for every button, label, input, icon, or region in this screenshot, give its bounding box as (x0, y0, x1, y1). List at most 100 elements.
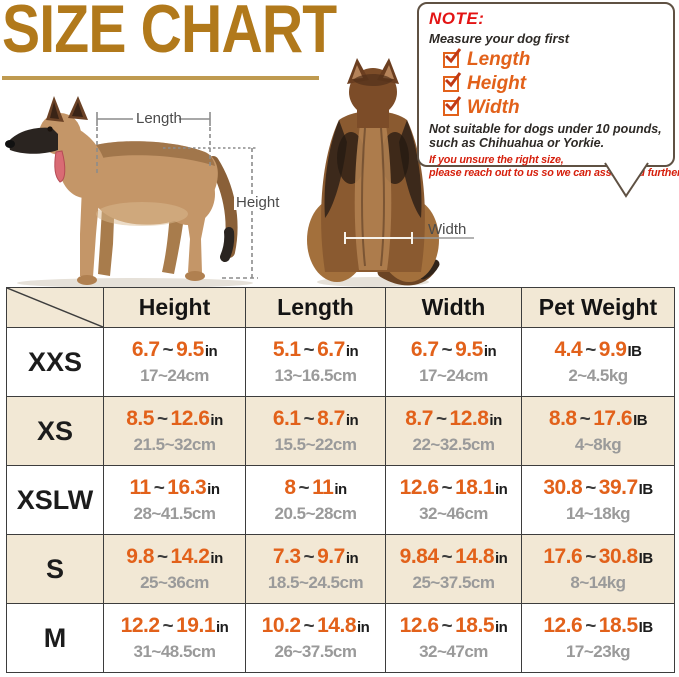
checklist-item-height: Height (443, 72, 667, 96)
size-cell: 30.8 ~39.7IB 14~18kg (521, 465, 675, 535)
metric-range: 17~24cm (140, 366, 209, 385)
note-bubble: NOTE: Measure your dog first Length Heig… (417, 2, 679, 179)
metric-range: 14~18kg (565, 504, 631, 523)
range-separator: ~ (303, 340, 315, 361)
metric-range: 28~41.5cm (133, 504, 217, 523)
metric-range: 8~14kg (570, 573, 626, 592)
metric-range: 31~48.5cm (133, 642, 217, 661)
metric-range: 25~37.5cm (412, 573, 496, 592)
range-separator: ~ (303, 616, 315, 637)
diagonal-line (7, 288, 103, 327)
imperial-min: 9.8 (126, 545, 154, 568)
size-label: M (6, 603, 104, 673)
range-separator: ~ (435, 409, 447, 430)
column-header-pet-weight: Pet Weight (521, 287, 675, 328)
size-cell: 6.1 ~8.7in 15.5~22cm (245, 396, 386, 466)
size-cell: 12.6 ~18.1in 32~46cm (385, 465, 522, 535)
metric-range: 15.5~22cm (274, 435, 358, 454)
imperial-unit: in (334, 481, 347, 498)
imperial-max: 8.7 (317, 407, 345, 430)
range-separator: ~ (441, 547, 453, 568)
checklist-label: Height (467, 73, 527, 94)
metric-range: 22~32.5cm (412, 435, 496, 454)
size-cell: 10.2 ~14.8in 26~37.5cm (245, 603, 386, 673)
size-cell: 8.8 ~17.6IB 4~8kg (521, 396, 675, 466)
column-header-height: Height (103, 287, 246, 328)
imperial-unit: in (495, 550, 508, 567)
imperial-max: 6.7 (317, 338, 345, 361)
imperial-max: 9.7 (317, 545, 345, 568)
metric-range: 17~24cm (419, 366, 488, 385)
imperial-min: 17.6 (543, 545, 583, 568)
imperial-min: 6.1 (272, 407, 301, 430)
range-separator: ~ (585, 478, 596, 499)
metric-range: 4~8kg (574, 435, 622, 454)
imperial-min: 11 (129, 476, 151, 499)
imperial-unit: IB (638, 619, 654, 636)
imperial-max: 9.9 (598, 338, 627, 361)
imperial-max: 12.6 (170, 407, 210, 430)
imperial-min: 8 (284, 476, 296, 499)
range-separator: ~ (585, 340, 596, 361)
table-header-row: Height Length Width Pet Weight (6, 287, 675, 328)
imperial-max: 9.5 (176, 338, 204, 361)
imperial-unit: in (345, 343, 359, 360)
size-cell: 9.84 ~14.8in 25~37.5cm (385, 534, 522, 604)
note-warning: Not suitable for dogs under 10 pounds, s… (429, 122, 667, 151)
imperial-unit: in (207, 481, 220, 498)
table-row-xxs: XXS 6.7 ~9.5in 17~24cm 5.1 ~6.7in 13~16.5cm … (6, 327, 675, 397)
side-view-dog-photo (5, 96, 253, 288)
imperial-max: 14.2 (170, 545, 210, 568)
imperial-unit: in (495, 619, 508, 636)
metric-range: 17~23kg (565, 642, 631, 661)
size-cell: 11 ~16.3in 28~41.5cm (103, 465, 246, 535)
imperial-max: 18.1 (455, 476, 494, 499)
imperial-max: 18.5 (598, 614, 638, 637)
size-cell: 6.7 ~9.5in 17~24cm (385, 327, 522, 397)
range-separator: ~ (156, 547, 168, 568)
length-measure-label: Length (136, 110, 182, 127)
metric-range: 21.5~32cm (133, 435, 217, 454)
size-cell: 12.6 ~18.5in 32~47cm (385, 603, 522, 673)
imperial-min: 7.3 (272, 545, 301, 568)
metric-range: 26~37.5cm (274, 642, 358, 661)
imperial-unit: in (210, 412, 223, 429)
imperial-unit: IB (638, 550, 654, 567)
size-label: XS (6, 396, 104, 466)
metric-range: 2~4.5kg (568, 366, 628, 385)
imperial-unit: in (345, 412, 359, 429)
imperial-min: 5.1 (272, 338, 301, 361)
height-measure-label: Height (234, 194, 282, 211)
imperial-unit: in (216, 619, 229, 636)
range-separator: ~ (303, 409, 315, 430)
size-table: Height Length Width Pet Weight XXS 6.7 ~9… (6, 287, 675, 673)
diagonal-corner-cell (6, 287, 104, 328)
table-row-m: M 12.2 ~19.1in 31~48.5cm 10.2 ~14.8in 26~37.… (6, 603, 675, 673)
table-row-xslw: XSLW 11 ~16.3in 28~41.5cm 8 ~11in 20.5~28cm … (6, 465, 675, 535)
imperial-min: 12.2 (120, 614, 160, 637)
size-cell: 5.1 ~6.7in 13~16.5cm (245, 327, 386, 397)
imperial-unit: in (489, 412, 502, 429)
checklist-item-length: Length (443, 48, 667, 72)
note-contact-line2: please reach out to us so we can assist … (429, 166, 679, 179)
note-contact-line1: If you unsure the right size, (429, 153, 564, 166)
range-separator: ~ (579, 409, 591, 430)
checklist-item-width: Width (443, 96, 667, 120)
note-subtitle: Measure your dog first (429, 31, 570, 46)
imperial-max: 30.8 (598, 545, 638, 568)
range-separator: ~ (441, 616, 453, 637)
imperial-max: 14.8 (317, 614, 356, 637)
back-view-dog-photo (307, 58, 440, 287)
note-title: NOTE: (429, 9, 485, 28)
imperial-min: 8.8 (548, 407, 577, 430)
imperial-unit: IB (633, 412, 648, 429)
range-separator: ~ (298, 478, 310, 499)
metric-range: 13~16.5cm (274, 366, 358, 385)
imperial-min: 12.6 (399, 476, 439, 499)
range-separator: ~ (441, 478, 453, 499)
imperial-max: 39.7 (598, 476, 638, 499)
range-separator: ~ (585, 616, 596, 637)
size-cell: 12.6 ~18.5IB 17~23kg (521, 603, 675, 673)
imperial-min: 8.7 (405, 407, 433, 430)
table-row-s: S 9.8 ~14.2in 25~36cm 7.3 ~9.7in 18.5~24.5cm… (6, 534, 675, 604)
